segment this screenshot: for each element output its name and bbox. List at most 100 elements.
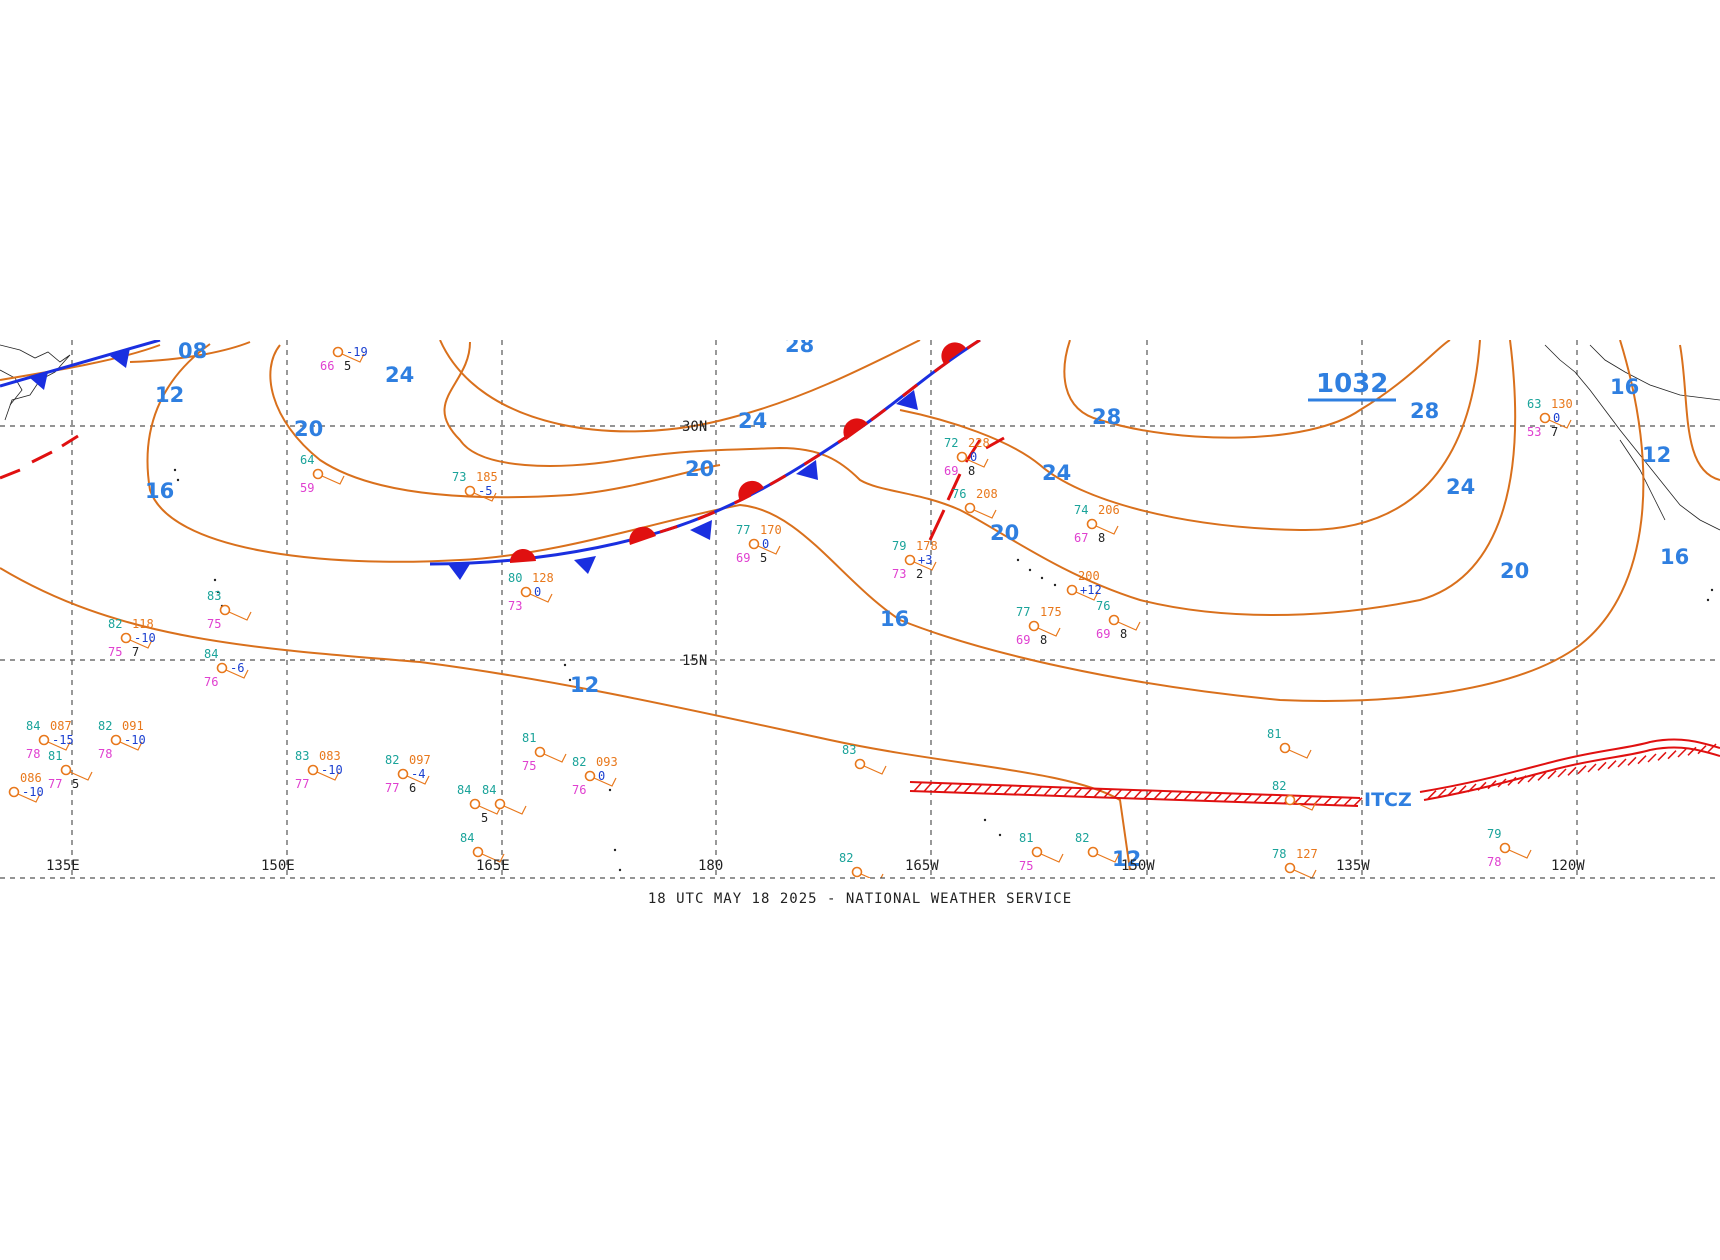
wind-barb [503, 805, 527, 815]
station-dewpoint: 78 [26, 747, 40, 761]
station-circle [219, 604, 231, 616]
station-circle [469, 798, 481, 810]
isobar-label: 24 [738, 409, 767, 433]
isobar-label: 20 [685, 457, 714, 481]
station-dewpoint: 78 [98, 747, 112, 761]
station-pressure: 130 [1551, 397, 1573, 411]
station-pressure: 091 [122, 719, 144, 733]
isobar-label: 28 [1410, 399, 1439, 423]
station-plot: 200+12 [1066, 569, 1102, 601]
wind-barb [316, 771, 340, 781]
isobar-labels: 08 12 24 28 20 16 24 20 28 24 20 28 24 2… [145, 333, 1689, 871]
station-plot: 79 73 178+32 [892, 539, 938, 581]
cold-front-west [0, 340, 161, 480]
station-plot: 83 77 083-10 [295, 749, 343, 791]
station-dewpoint: 66 [320, 359, 334, 373]
station-pressure: 128 [532, 571, 554, 585]
station-plot: 84 5 [457, 783, 502, 825]
wind-barb [119, 741, 143, 751]
station-plot: 83 [842, 743, 887, 775]
station-dewpoint: 69 [1096, 627, 1110, 641]
station-pressure: 206 [1098, 503, 1120, 517]
isobar-label: 12 [570, 673, 599, 697]
station-plot: 79 78 [1487, 827, 1532, 869]
station-circle [748, 538, 760, 550]
station-circle [216, 662, 228, 674]
station-plot: 82 [1272, 779, 1317, 811]
isobar-label: 08 [178, 339, 207, 363]
wind-barb [47, 741, 71, 751]
station-circle [472, 846, 484, 858]
isobar-label: 16 [1610, 375, 1639, 399]
coastlines [0, 344, 1720, 872]
station-circle [1284, 862, 1296, 874]
station-temp: 82 [1075, 831, 1089, 845]
station-circle [38, 734, 50, 746]
lat-label-30n: 30N [682, 419, 707, 435]
station-plot: 64 59 [300, 453, 345, 495]
lon-labels: 135E 150E 165E 180 165W 150W 135W 120W [46, 858, 1585, 874]
lon-label: 120W [1551, 858, 1585, 874]
isobar-label: 24 [1446, 475, 1475, 499]
station-plot: 84 76 -6 [204, 647, 249, 689]
station-temp: 76 [952, 487, 966, 501]
wind-barb [965, 458, 989, 468]
itcz-label: ITCZ [1364, 789, 1412, 811]
wind-barb [1040, 853, 1064, 863]
station-temp: 77 [1016, 605, 1030, 619]
station-circle [1087, 846, 1099, 858]
lon-label: 180 [698, 858, 723, 874]
isobar-label: 28 [785, 333, 814, 357]
lon-label: 150W [1121, 858, 1155, 874]
station-plot: 84 [460, 831, 505, 863]
station-tendency: -15 [52, 733, 74, 747]
wind-barb [1096, 853, 1120, 863]
station-dewpoint: 78 [1487, 855, 1501, 869]
station-circle [1539, 412, 1551, 424]
station-temp: 82 [839, 851, 853, 865]
station-circle [110, 734, 122, 746]
station-plot: 74 67 206 8 [1074, 503, 1120, 545]
station-temp: 81 [48, 749, 62, 763]
station-dewpoint: 77 [48, 777, 62, 791]
wind-barb [1117, 621, 1141, 631]
station-circle [332, 346, 344, 358]
station-pressure: 200 [1078, 569, 1100, 583]
wind-barb [543, 753, 567, 763]
station-temp: 82 [108, 617, 122, 631]
station-plot: 76 208 [952, 487, 998, 519]
station-plot: 84 [482, 783, 527, 815]
station-temp: 82 [385, 753, 399, 767]
isobar-label: 28 [1092, 405, 1121, 429]
station-vis: 6 [409, 781, 416, 795]
station-tendency: -10 [134, 631, 156, 645]
station-vis: 5 [760, 551, 767, 565]
trough-line [928, 436, 1005, 541]
station-vis: 7 [132, 645, 139, 659]
station-pressure: 185 [476, 470, 498, 484]
footer-caption: 18 UTC MAY 18 2025 - NATIONAL WEATHER SE… [648, 891, 1072, 907]
station-temp: 82 [1272, 779, 1286, 793]
station-circle [584, 770, 596, 782]
station-plot: 84 78 087-15 [26, 719, 74, 761]
wind-barb [529, 593, 553, 603]
station-tendency: -10 [22, 785, 44, 799]
station-temp: 81 [1267, 727, 1281, 741]
station-plot: 66 -195 [320, 345, 368, 373]
station-dewpoint: 73 [892, 567, 906, 581]
station-temp: 84 [460, 831, 474, 845]
station-pressure: 228 [968, 436, 990, 450]
station-circle [1499, 842, 1511, 854]
station-dewpoint: 67 [1074, 531, 1088, 545]
isobar-label: 16 [145, 479, 174, 503]
wind-barb [1075, 591, 1099, 601]
station-circle [956, 451, 968, 463]
station-circle [520, 586, 532, 598]
